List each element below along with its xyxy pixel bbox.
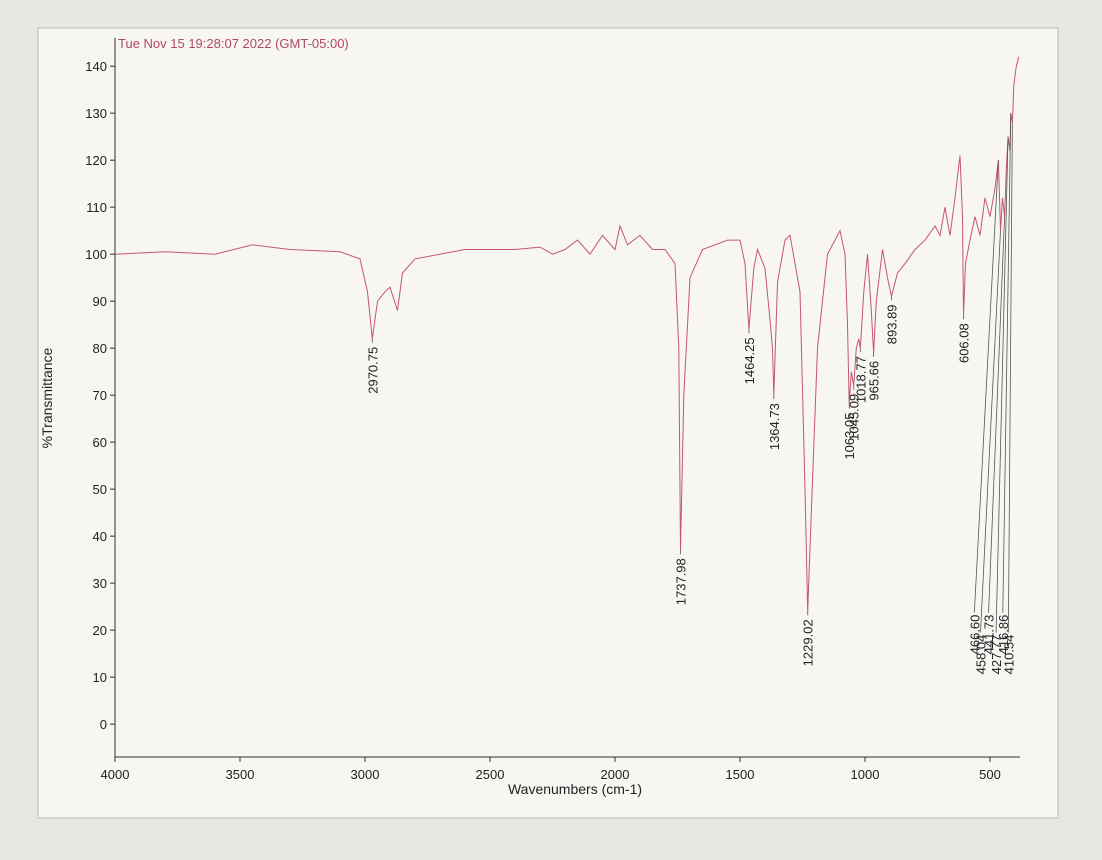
y-tick-label: 110 [86, 200, 107, 215]
peak-label: 1229.02 [801, 619, 816, 666]
x-tick-label: 3000 [351, 767, 380, 782]
peak-label: 606.08 [956, 323, 971, 363]
peak-label: 466.60 [967, 615, 982, 655]
y-tick-label: 100 [85, 247, 107, 262]
y-tick-label: 10 [93, 670, 107, 685]
y-tick-label: 90 [93, 294, 107, 309]
peak-leader [995, 136, 1009, 633]
y-tick-label: 80 [93, 341, 107, 356]
x-tick-label: 500 [979, 767, 1001, 782]
y-tick-label: 120 [85, 153, 107, 168]
peak-leader [1002, 113, 1012, 613]
peak-label: 1364.73 [767, 403, 782, 450]
peak-label: 1737.98 [674, 558, 689, 605]
peak-leader [1007, 122, 1013, 633]
peak-label: 1063.05 [842, 413, 857, 460]
y-tick-label: 60 [93, 435, 107, 450]
y-axis-label: %Transmittance [39, 347, 55, 448]
peak-label: 427.77 [989, 635, 1004, 675]
spectrum-line [114, 56, 1020, 612]
y-tick-label: 40 [93, 529, 107, 544]
paper [37, 27, 1059, 819]
x-tick-label: 2000 [601, 767, 630, 782]
peak-label: 458.04 [973, 635, 988, 675]
peak-label: 416.86 [996, 615, 1011, 655]
peak-label: 2970.75 [365, 347, 380, 394]
x-tick-label: 1000 [851, 767, 880, 782]
peak-label: 441.73 [982, 615, 997, 655]
y-tick-label: 140 [85, 59, 107, 74]
x-tick-label: 4000 [101, 767, 130, 782]
peak-label: 1018.77 [853, 356, 868, 403]
peak-label: 893.89 [885, 304, 900, 344]
peak-label: 1464.25 [742, 337, 757, 384]
peak-leader [988, 216, 1005, 613]
y-tick-label: 50 [93, 482, 107, 497]
x-tick-label: 2500 [476, 767, 505, 782]
chart-title: Tue Nov 15 19:28:07 2022 (GMT-05:00) [118, 36, 349, 51]
peak-label: 1045.09 [847, 394, 862, 441]
peak-leader [973, 160, 999, 613]
y-tick-label: 70 [93, 388, 107, 403]
peak-label: 410.54 [1001, 635, 1016, 675]
y-tick-label: 0 [100, 717, 107, 732]
peak-label: 965.66 [867, 361, 882, 401]
y-tick-label: 20 [93, 623, 107, 638]
y-tick-label: 130 [85, 106, 107, 121]
peak-leader [980, 230, 1001, 633]
x-tick-label: 1500 [726, 767, 755, 782]
y-tick-label: 30 [93, 576, 107, 591]
x-tick-label: 3500 [226, 767, 255, 782]
x-axis-label: Wavenumbers (cm-1) [508, 781, 642, 797]
